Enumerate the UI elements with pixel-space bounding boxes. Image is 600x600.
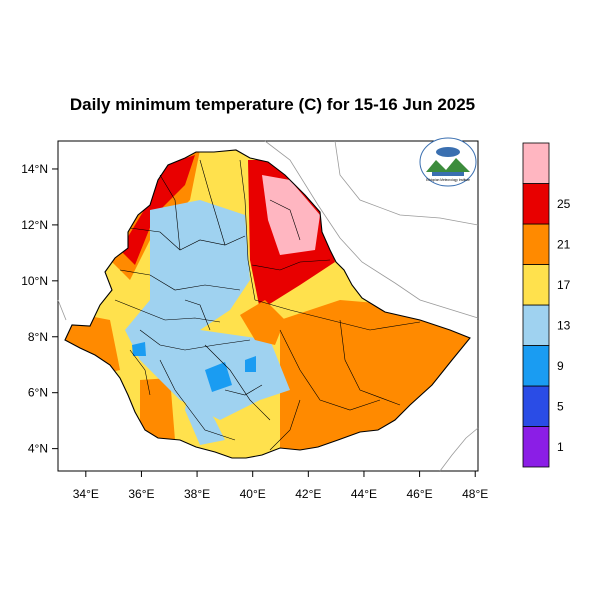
admin-boundaries — [114, 159, 421, 451]
x-tick-label: 34°E — [73, 487, 99, 501]
y-tick-label: 8°N — [28, 330, 48, 344]
x-tick-label: 42°E — [295, 487, 321, 501]
y-tick-label: 6°N — [28, 386, 48, 400]
legend-label: 1 — [557, 440, 564, 454]
neighbor-borders — [57, 140, 479, 472]
legend-label: 25 — [557, 197, 571, 211]
legend-swatch — [522, 426, 550, 468]
legend-swatch — [522, 223, 550, 265]
y-axis-ticks: 4°N 6°N 8°N 10°N 12°N 14°N — [21, 162, 58, 456]
legend-swatch — [522, 304, 550, 346]
y-tick-label: 14°N — [21, 162, 48, 176]
legend-label: 5 — [557, 399, 564, 413]
map-title: Daily minimum temperature (C) for 15-16 … — [69, 95, 476, 114]
legend-swatch — [522, 142, 550, 184]
y-tick-label: 10°N — [21, 274, 48, 288]
x-tick-label: 44°E — [351, 487, 377, 501]
x-tick-label: 40°E — [240, 487, 266, 501]
x-tick-label: 46°E — [407, 487, 433, 501]
legend-label: 9 — [557, 359, 564, 373]
color-legend: 1 5 9 13 17 21 25 — [522, 142, 571, 468]
legend-label: 21 — [557, 237, 571, 251]
legend-label: 17 — [557, 278, 571, 292]
legend-swatch — [522, 385, 550, 427]
logo-text: Ethiopian Meteorology Institute — [426, 178, 470, 182]
ethiopia-outline — [64, 149, 471, 459]
x-tick-label: 36°E — [128, 487, 154, 501]
legend-swatch — [522, 345, 550, 387]
legend-swatch — [522, 264, 550, 306]
y-tick-label: 4°N — [28, 442, 48, 456]
legend-label: 13 — [557, 318, 571, 332]
x-axis-ticks: 34°E 36°E 38°E 40°E 42°E 44°E 46°E 48°E — [73, 471, 488, 501]
y-tick-label: 12°N — [21, 218, 48, 232]
x-tick-label: 48°E — [462, 487, 488, 501]
ethiopian-meteorology-institute-logo: Ethiopian Meteorology Institute — [419, 137, 477, 187]
legend-swatch — [522, 183, 550, 225]
x-tick-label: 38°E — [184, 487, 210, 501]
